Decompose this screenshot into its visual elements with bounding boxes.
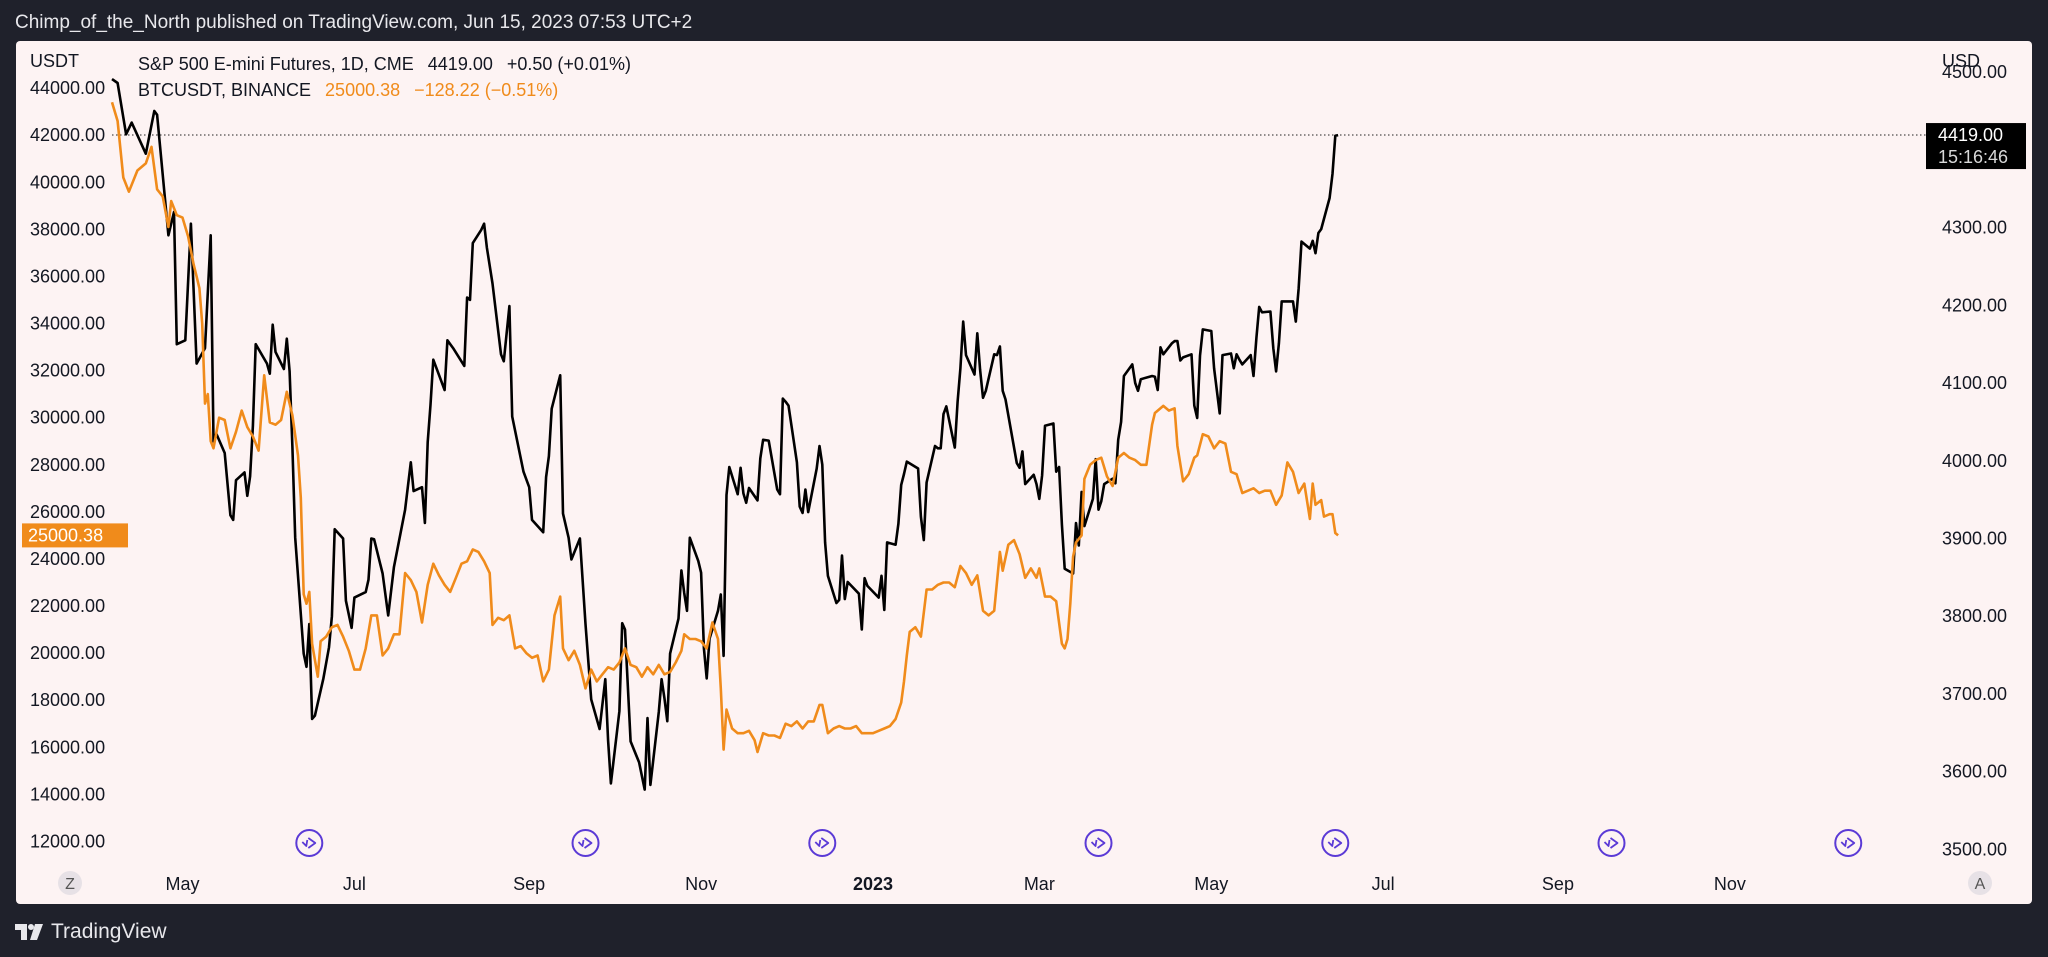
zoom-button[interactable]: Z [58, 871, 82, 895]
right-axis-tick-label: 3700.00 [1942, 684, 2007, 704]
x-axis-tick-label: Jul [1372, 874, 1395, 894]
left-axis-tick-label: 40000.00 [30, 172, 105, 192]
economic-event-icon[interactable] [1321, 829, 1350, 857]
left-axis-tick-label: 38000.00 [30, 219, 105, 239]
right-axis-tick-label: 3900.00 [1942, 529, 2007, 549]
right-countdown-text: 15:16:46 [1938, 147, 2008, 167]
left-axis-tick-label: 26000.00 [30, 502, 105, 522]
x-axis-tick-label: Mar [1024, 874, 1055, 894]
legend-btc[interactable]: BTCUSDT, BINANCE 25000.38 −128.22 (−0.51… [138, 80, 558, 100]
legend-sp500-label: S&P 500 E-mini Futures, 1D, CME [138, 54, 414, 74]
auto-scale-button-label: A [1975, 876, 1986, 893]
right-last-price-label: 4419.00 15:16:46 [1926, 123, 2026, 170]
left-axis-unit: USDT [30, 51, 79, 71]
right-axis-tick-label: 4100.00 [1942, 373, 2007, 393]
tradingview-logo-icon [15, 924, 43, 940]
right-last-price-text: 4419.00 [1938, 125, 2003, 145]
attribution-text: Chimp_of_the_North published on TradingV… [15, 12, 693, 33]
footer-brand-text: TradingView [51, 920, 167, 943]
legend-btc-change: −128.22 (−0.51%) [414, 80, 558, 100]
legend-btc-label: BTCUSDT, BINANCE [138, 80, 311, 100]
x-axis-tick-label: Jul [343, 874, 366, 894]
right-axis-tick-label: 3500.00 [1942, 839, 2007, 859]
x-axis-tick-label: Nov [685, 874, 717, 894]
legend-btc-price: 25000.38 [325, 80, 400, 100]
x-axis-tick-label: Sep [1542, 874, 1574, 894]
attribution-bar: Chimp_of_the_North published on TradingV… [0, 0, 2048, 40]
x-axis-tick-label: Sep [513, 874, 545, 894]
auto-scale-button[interactable]: A [1968, 871, 1992, 895]
economic-event-icon[interactable] [808, 829, 837, 857]
left-axis-tick-label: 20000.00 [30, 643, 105, 663]
right-axis-tick-label: 4000.00 [1942, 451, 2007, 471]
left-axis-tick-label: 42000.00 [30, 125, 105, 145]
economic-event-icon[interactable] [1597, 829, 1626, 857]
dual-axis-line-chart[interactable]: 12000.00 14000.00 16000.00 18000.00 20000.00… [16, 41, 2032, 904]
x-axis-tick-label: May [165, 874, 199, 894]
right-axis-unit: USD [1942, 51, 1980, 71]
x-axis-tick-label: May [1194, 874, 1228, 894]
footer-branding[interactable]: TradingView [15, 918, 167, 946]
right-axis-tick-label: 3600.00 [1942, 762, 2007, 782]
left-axis-tick-label: 24000.00 [30, 549, 105, 569]
left-axis-tick-label: 32000.00 [30, 361, 105, 381]
left-axis-tick-label: 16000.00 [30, 737, 105, 757]
left-axis-tick-label: 30000.00 [30, 408, 105, 428]
left-axis-tick-label: 44000.00 [30, 78, 105, 98]
chart-area[interactable]: 12000.00 14000.00 16000.00 18000.00 20000.00… [16, 41, 2032, 904]
left-axis-tick-label: 22000.00 [30, 596, 105, 616]
left-axis-tick-label: 18000.00 [30, 690, 105, 710]
left-axis-tick-label: 34000.00 [30, 314, 105, 334]
left-axis-tick-label: 28000.00 [30, 455, 105, 475]
legend-sp500-price: 4419.00 [428, 54, 493, 74]
right-axis-tick-label: 4300.00 [1942, 218, 2007, 238]
left-last-price-label: 25000.38 [22, 523, 128, 548]
economic-event-icon[interactable] [295, 829, 324, 857]
left-axis-tick-label: 36000.00 [30, 266, 105, 286]
right-axis-tick-label: 3800.00 [1942, 606, 2007, 626]
economic-event-icon[interactable] [1834, 829, 1863, 857]
legend-sp500-change: +0.50 (+0.01%) [507, 54, 631, 74]
btcusdt-line[interactable] [110, 101, 1339, 754]
sp500-futures-line[interactable] [111, 78, 1339, 791]
left-axis-tick-label: 14000.00 [30, 784, 105, 804]
right-axis-tick-label: 4200.00 [1942, 295, 2007, 315]
left-axis-tick-label: 12000.00 [30, 831, 105, 851]
zoom-button-label: Z [65, 876, 75, 893]
economic-event-icon[interactable] [571, 829, 600, 857]
economic-event-icon[interactable] [1084, 829, 1113, 857]
legend-sp500[interactable]: S&P 500 E-mini Futures, 1D, CME 4419.00 … [138, 54, 631, 74]
x-axis-tick-label: 2023 [853, 874, 893, 894]
x-axis-tick-label: Nov [1714, 874, 1746, 894]
right-axis-tick-label: 4500.00 [1942, 62, 2007, 82]
left-last-price-text: 25000.38 [28, 525, 103, 545]
